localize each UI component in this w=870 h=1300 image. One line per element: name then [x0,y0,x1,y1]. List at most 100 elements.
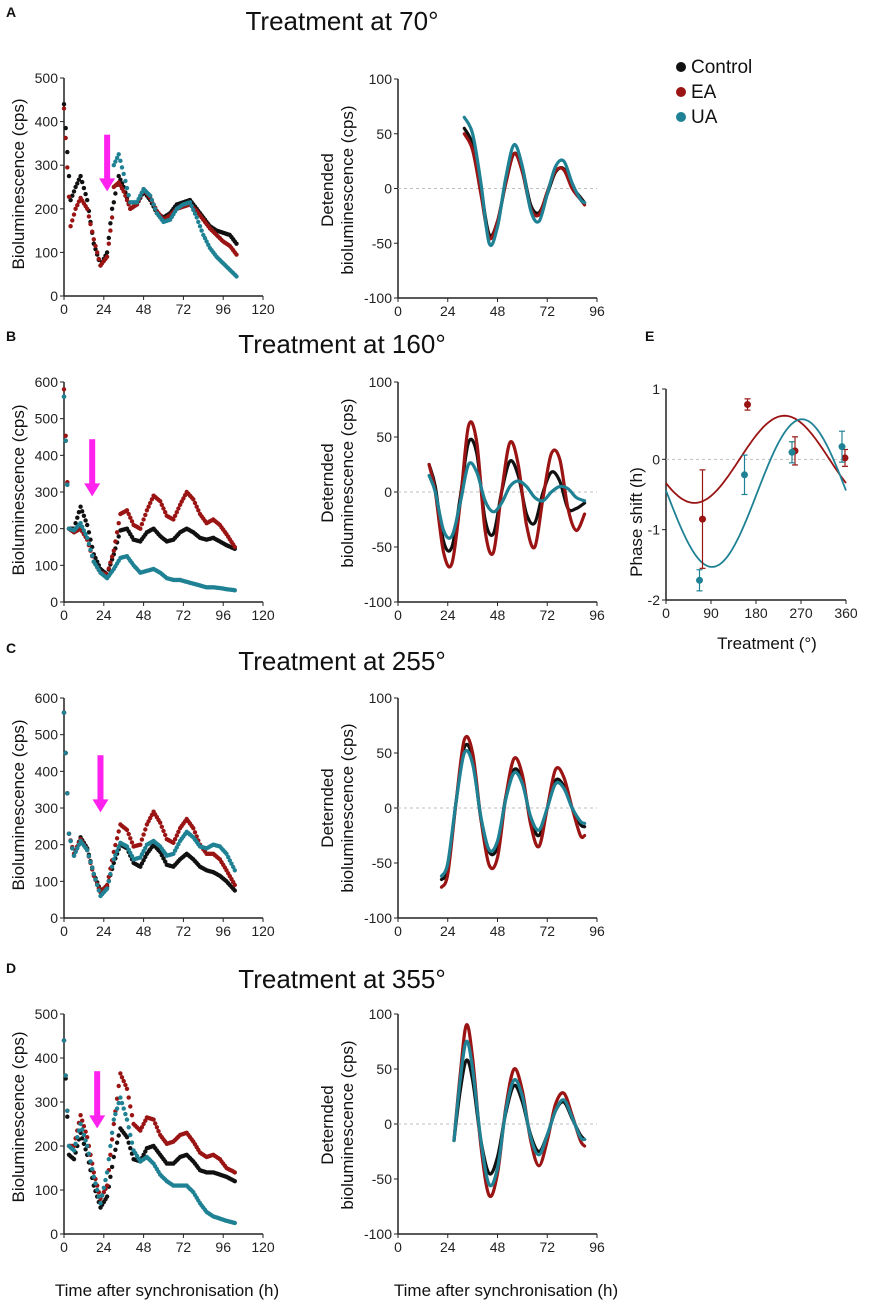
panel-e-series-ea [699,398,849,569]
panel-d-detrended-xtick-label: 96 [589,1239,605,1255]
panel-c-raw-point-ua [96,888,102,893]
panel-a-raw-point-ua [126,193,131,198]
panel-c-raw-point-ua [226,854,231,860]
panel-b-raw-point-ua [65,482,70,487]
panel-a-raw-ytick-label: 200 [35,201,59,217]
panel-d-raw-point-ea [151,1117,156,1122]
panel-d-raw-point-ua [129,1140,135,1145]
panel-a-raw-point-ua [111,163,117,168]
panel-d-detrended-ytick-label: 0 [384,1116,392,1132]
panel-c-raw-point-ua [224,851,229,856]
panel-c-detrended-ytick-label: 50 [376,745,392,761]
panel-a-raw-point-control [85,197,90,203]
panel-c-raw-point-ea [114,836,120,841]
panel-d-raw-point-ua [121,1106,126,1111]
ylabel-e: Phase shift (h) [627,467,646,577]
panel-d-raw-point-ea [156,1129,161,1134]
panel-c-raw-point-ea [129,840,135,845]
panel-d-raw-point-ea [111,1121,117,1127]
panel-b-raw-point-control [76,510,82,515]
panel-a-raw-point-ua [123,178,128,184]
panel-d-raw-point-ua [103,1177,108,1183]
legend-label-ua: UA [691,107,718,128]
panel-c-raw-point-ua [227,858,232,863]
panel-b-raw-ytick-label: 300 [35,484,59,500]
panel-a-raw-point-ua [204,239,209,244]
panel-c-raw-ytick-label: 200 [35,837,59,853]
panel-a-raw-ytick-label: 400 [35,114,59,130]
panel-d-raw-ytick-label: 400 [35,1050,59,1066]
panel-d-raw-point-ua [111,1117,117,1122]
panel-c-detrended-ytick-label: 0 [384,800,392,816]
panel-a-detrended-xtick-label: 0 [394,303,402,319]
panel-b-raw-xtick-label: 96 [215,607,231,623]
panel-c-raw-point-ua [71,853,77,858]
panel-d-detrended-line-ea [452,1023,587,1199]
ylabel-det-c-line1: Deternded [318,768,337,847]
panel-a-raw-point-control [76,177,82,182]
panel-a-raw-point-ea [93,243,98,249]
panel-d-raw-point-ea [153,1121,158,1126]
panel-d-raw-point-ea [104,1183,110,1188]
panel-d-raw-point-ua [90,1166,95,1172]
panel-a-raw-point-ua [124,185,130,191]
panel-label-b: B [6,328,16,344]
panel-e-ytick-label: 0 [652,451,660,467]
panel-a-raw-xtick-label: 96 [215,301,231,317]
panel-d-raw-point-ea [143,1118,148,1123]
panel-c-raw-point-ua [113,853,118,858]
panel-b-raw-point-control [116,534,121,539]
panel-a-raw-point-ua [114,155,120,161]
panel-b-raw-point-ua [63,438,68,443]
panel-d-raw-point-ua [78,1121,83,1127]
panel-a-raw-ytick-label: 0 [50,288,58,304]
panel-e-point-ea [744,400,751,408]
panel-a-raw-point-control [93,246,98,252]
panel-c-detrended-ytick-label: 100 [369,690,393,706]
panel-a-raw-point-control [234,241,239,246]
legend-marker-ua [676,112,686,122]
panel-d-raw-series-control [61,1038,237,1210]
panel-b-raw-ytick-label: 600 [35,374,59,390]
xlabel-det: Time after synchronisation (h) [394,1281,618,1300]
panel-d-raw-point-ua [114,1106,120,1111]
panel-b-raw-ytick-label: 100 [35,557,59,573]
panel-c-raw-point-ea [143,827,148,832]
panel-d-raw-point-control [80,1136,85,1141]
panel-d-raw-point-ea [80,1118,85,1123]
panel-a-raw-point-ea [65,165,70,170]
panel-c-detrended-ytick-label: -50 [372,855,392,871]
panel-b-raw-point-ea [129,519,135,524]
panel-b-raw-point-control [73,521,78,526]
panel-c-raw-point-ua [108,871,113,877]
xlabel-e: Treatment (°) [717,634,817,653]
panel-a-detrended-axes: -100 -50 0 50 100 0 24 48 72 96 [364,71,605,319]
panel-c-raw-ytick-label: 100 [35,873,59,889]
panel-b-raw-axes: 0 100 200 300 400 500 600 0 24 48 72 96 120 [35,374,275,623]
panel-d-raw-xtick-label: 120 [251,1239,275,1255]
ylabel-det-a-line2: bioluminescence (cps) [338,105,357,274]
panel-b-raw-point-ua [80,524,85,529]
panel-c-detrended-xtick-label: 0 [394,923,402,939]
panel-d-raw-point-control [111,1154,117,1160]
panel-d-raw-point-ea [124,1086,130,1092]
panel-a-raw-point-control [68,197,73,203]
panel-b-raw-ytick-label: 400 [35,447,59,463]
panel-d-raw-point-ua [108,1143,113,1149]
panel-c-raw-point-ea [126,831,131,837]
panel-d-detrended-xtick-label: 48 [490,1239,506,1255]
title-d: Treatment at 355° [238,964,445,994]
panel-b-raw-xtick-label: 120 [251,607,275,623]
panel-c-raw-axes: 0 100 200 300 400 500 600 0 24 48 72 96 120 [35,690,275,939]
panel-d-raw-point-ua [88,1159,93,1164]
panel-d-raw-point-control [104,1194,110,1199]
panel-b-raw-point-control [93,555,98,561]
panel-d-raw-point-ua [63,1073,68,1078]
panel-b-raw-point-ua [88,547,93,552]
panel-a-raw-point-ua [197,224,203,229]
panel-d-raw-point-control [143,1149,148,1154]
panel-b-raw-point-ea [163,510,168,515]
panel-c-detrended-ytick-label: -100 [364,910,392,926]
